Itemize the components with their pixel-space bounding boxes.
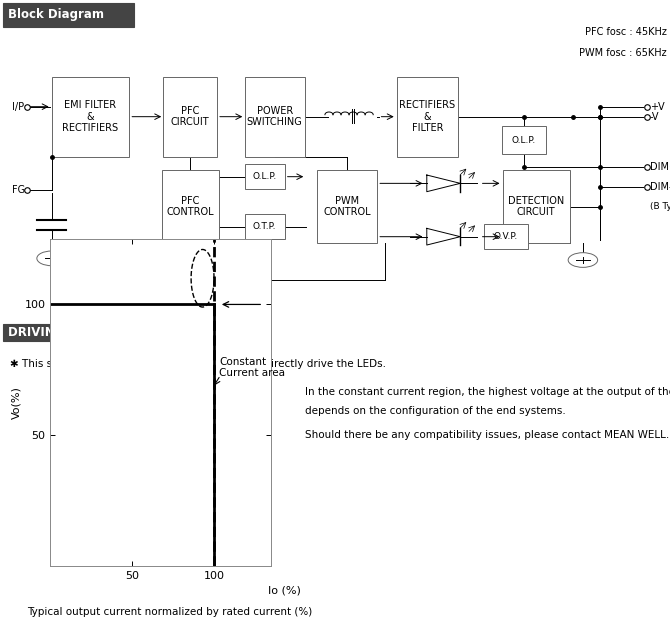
Bar xyxy=(3,3,134,26)
Y-axis label: Vo(%): Vo(%) xyxy=(11,386,21,419)
Text: PFC fosc : 45KHz: PFC fosc : 45KHz xyxy=(585,26,667,36)
Text: RECTIFIERS
&
FILTER: RECTIFIERS & FILTER xyxy=(399,100,456,133)
Text: depends on the configuration of the end systems.: depends on the configuration of the end … xyxy=(305,406,565,416)
Text: DIM-: DIM- xyxy=(650,182,670,192)
Text: O.L.P.: O.L.P. xyxy=(512,135,536,145)
Text: O.T.P.: O.T.P. xyxy=(253,222,277,231)
Text: Block Diagram: Block Diagram xyxy=(8,8,104,21)
Text: PWM fosc : 65KHz: PWM fosc : 65KHz xyxy=(579,48,667,58)
Text: (B Type): (B Type) xyxy=(650,202,670,211)
Bar xyxy=(3,324,261,341)
X-axis label: Io (%): Io (%) xyxy=(268,586,301,596)
Text: PWM
CONTROL: PWM CONTROL xyxy=(323,196,371,218)
Text: Constant
Current area: Constant Current area xyxy=(219,357,285,379)
Bar xyxy=(245,77,305,157)
Text: In the constant current region, the highest voltage at the output of the driver: In the constant current region, the high… xyxy=(305,387,670,397)
Bar xyxy=(52,77,129,157)
Bar xyxy=(502,126,545,154)
Text: POWER
SWITCHING: POWER SWITCHING xyxy=(247,106,303,128)
Text: O.L.P.: O.L.P. xyxy=(253,172,277,181)
Text: FG: FG xyxy=(12,185,25,195)
Bar xyxy=(502,170,570,243)
Text: Should there be any compatibility issues, please contact MEAN WELL.: Should there be any compatibility issues… xyxy=(305,430,669,440)
Text: PFC
CIRCUIT: PFC CIRCUIT xyxy=(171,106,210,128)
Text: DRIVING METHODS OF LED MODULE: DRIVING METHODS OF LED MODULE xyxy=(8,326,247,338)
Text: DIM+: DIM+ xyxy=(650,162,670,172)
Polygon shape xyxy=(427,228,460,245)
Text: DETECTION
CIRCUIT: DETECTION CIRCUIT xyxy=(508,196,564,218)
Bar xyxy=(317,170,377,243)
Bar xyxy=(163,77,217,157)
Text: I/P: I/P xyxy=(12,102,24,112)
Text: ✱ This series works in constant current mode to directly drive the LEDs.: ✱ This series works in constant current … xyxy=(10,359,386,369)
Text: EMI FILTER
&
RECTIFIERS: EMI FILTER & RECTIFIERS xyxy=(62,100,119,133)
Bar xyxy=(245,164,285,189)
Polygon shape xyxy=(427,175,460,192)
Text: -V: -V xyxy=(650,112,659,121)
Text: O.V.P.: O.V.P. xyxy=(494,232,518,241)
Bar xyxy=(397,77,458,157)
Text: Typical output current normalized by rated current (%): Typical output current normalized by rat… xyxy=(27,607,312,617)
Circle shape xyxy=(37,251,66,265)
Bar xyxy=(161,170,218,243)
Bar xyxy=(484,224,528,249)
Text: PFC
CONTROL: PFC CONTROL xyxy=(166,196,214,218)
Circle shape xyxy=(568,253,598,267)
Bar xyxy=(245,214,285,239)
Text: +V: +V xyxy=(650,102,665,112)
